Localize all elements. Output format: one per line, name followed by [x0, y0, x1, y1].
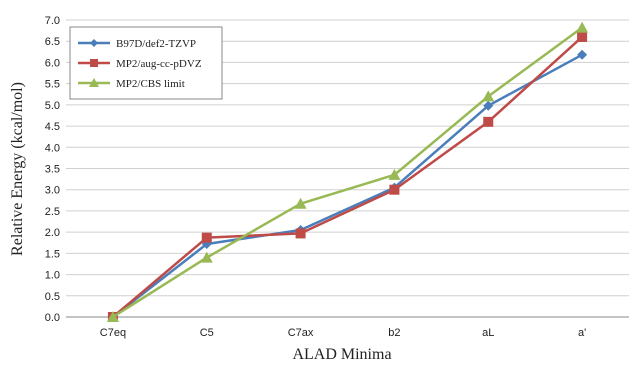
y-axis-title: Relative Energy (kcal/mol) [9, 82, 26, 256]
y-tick-label: 4.0 [45, 142, 60, 154]
series-line [112, 36, 583, 318]
triangle-marker [200, 251, 213, 263]
x-tick-label: b2 [388, 327, 400, 339]
y-tick-label: 6.0 [45, 57, 60, 69]
y-tick-label: 5.5 [45, 79, 60, 91]
y-tick-label: 0.5 [45, 291, 60, 303]
y-tick-label: 5.0 [45, 100, 60, 112]
series-line [112, 26, 583, 319]
triangle-marker [106, 311, 119, 322]
square-marker [295, 228, 306, 239]
y-tick-label: 1.5 [45, 248, 60, 260]
x-tick-label: a' [578, 327, 586, 339]
x-axis-title: ALAD Minima [292, 346, 391, 363]
y-tick-label: 2.0 [45, 227, 60, 239]
legend: B97D/def2-TZVP MP2/aug-cc-pDVZ MP2/CBS lim… [69, 26, 223, 100]
y-tick-labels: 0.0 0.5 1.0 1.5 2.0 2.5 3.0 3.5 4.0 4.5 5.0 5.5 6.0 6… [45, 15, 60, 324]
triangle-marker [482, 90, 495, 102]
legend-item: B97D/def2-TZVP [78, 38, 196, 50]
square-marker [201, 232, 212, 243]
legend-label: B97D/def2-TZVP [116, 38, 196, 50]
square-marker [483, 116, 494, 127]
y-tick-label: 4.5 [45, 121, 60, 133]
legend-item: MP2/CBS limit [78, 78, 185, 90]
x-tick-labels: C7eq C5 C7ax b2 aL a' [100, 327, 586, 339]
square-marker [577, 31, 588, 42]
series-3 [106, 21, 589, 322]
square-marker [389, 184, 400, 195]
diamond-marker [90, 39, 98, 47]
triangle-marker [294, 197, 307, 209]
triangle-marker [388, 168, 401, 180]
y-tick-label: 2.5 [45, 206, 60, 218]
triangle-marker [576, 21, 589, 33]
x-tick-label: aL [482, 327, 494, 339]
y-tick-label: 6.5 [45, 36, 60, 48]
legend-item: MP2/aug-cc-pDVZ [78, 58, 202, 70]
x-tick-label: C5 [200, 327, 214, 339]
diamond-marker [483, 100, 494, 111]
legend-label: MP2/CBS limit [116, 78, 185, 90]
series-group [106, 21, 589, 322]
legend-label: MP2/aug-cc-pDVZ [116, 58, 202, 70]
x-tick-label: C7eq [100, 327, 126, 339]
series-line [112, 53, 583, 318]
diamond-marker [577, 49, 588, 60]
y-tick-label: 7.0 [45, 15, 60, 27]
triangle-marker [89, 78, 99, 87]
x-tick-label: C7ax [288, 327, 314, 339]
square-marker [90, 59, 98, 67]
y-tick-label: 0.0 [45, 312, 60, 324]
y-tick-label: 1.0 [45, 270, 60, 282]
y-tick-label: 3.0 [45, 185, 60, 197]
y-tick-label: 3.5 [45, 164, 60, 176]
